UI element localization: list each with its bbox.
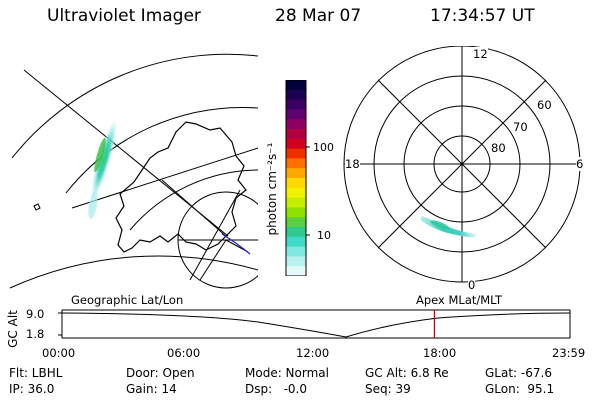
colorbar-cell bbox=[286, 158, 306, 169]
time-tick-2359: 23:59 bbox=[552, 346, 586, 360]
footer-glat: GLat: -67.6 bbox=[485, 366, 552, 380]
mlt-label-0: 0 bbox=[468, 278, 476, 292]
mlt-label-18: 18 bbox=[345, 157, 360, 171]
mlat-label-80: 80 bbox=[491, 141, 506, 155]
altitude-axis-label: GC Alt bbox=[6, 310, 20, 348]
footer-seq: Seq: 39 bbox=[365, 382, 411, 396]
colorbar-cell bbox=[286, 246, 306, 257]
time-tick-1800: 18:00 bbox=[423, 346, 457, 360]
meridian-2 bbox=[71, 147, 258, 209]
footer-dsp: Dsp: -0.0 bbox=[245, 382, 308, 396]
time-tick-1200: 12:00 bbox=[296, 346, 330, 360]
footer-door: Door: Open bbox=[126, 366, 195, 380]
footer-gain: Gain: 14 bbox=[126, 382, 177, 396]
colorbar-cell bbox=[286, 89, 306, 101]
polar-meridian-diag2 bbox=[377, 79, 547, 249]
colorbar bbox=[285, 80, 310, 276]
mlt-label-6: 6 bbox=[576, 157, 584, 171]
time-label: 17:34:57 UT bbox=[430, 6, 535, 26]
colorbar-cell bbox=[286, 178, 306, 189]
lat-arc-inner bbox=[129, 169, 258, 231]
lat-arc-lower bbox=[9, 255, 258, 289]
geographic-caption: Geographic Lat/Lon bbox=[71, 293, 184, 307]
mlat-label-60: 60 bbox=[537, 98, 552, 112]
footer-mode: Mode: Normal bbox=[245, 366, 329, 380]
lat-arc-middle bbox=[65, 106, 258, 194]
footer-ip: IP: 36.0 bbox=[9, 382, 55, 396]
colorbar-tick-10: 10 bbox=[317, 229, 331, 242]
mlt-label-12: 12 bbox=[473, 47, 488, 61]
geographic-map bbox=[9, 53, 258, 289]
lat-arc-outer bbox=[11, 53, 258, 159]
date-label: 28 Mar 07 bbox=[275, 6, 362, 26]
colorbar-cell bbox=[286, 138, 306, 150]
colorbar-cell bbox=[286, 129, 306, 140]
colorbar-tick-100: 100 bbox=[313, 141, 334, 154]
polar-caption: Apex MLat/MLT bbox=[416, 293, 503, 307]
aurora-emission-left bbox=[88, 121, 117, 219]
colorbar-cell bbox=[286, 168, 306, 179]
aurora-emission-right bbox=[420, 216, 476, 238]
time-tick-0000: 00:00 bbox=[42, 346, 76, 360]
meridian-3 bbox=[161, 179, 229, 239]
colorbar-cell bbox=[286, 217, 306, 228]
colorbar-cell bbox=[286, 256, 306, 267]
colorbar-unit-label: photon cm⁻²s⁻¹ bbox=[265, 142, 279, 236]
colorbar-cell bbox=[286, 207, 306, 218]
orbit-trace bbox=[221, 233, 251, 255]
instrument-title: Ultraviolet Imager bbox=[47, 6, 201, 26]
altitude-tick-top: 9.0 bbox=[26, 307, 45, 321]
colorbar-cell bbox=[286, 99, 306, 110]
footer-glon: GLon: 95.1 bbox=[485, 382, 555, 396]
polar-plot bbox=[343, 46, 581, 283]
colorbar-cell bbox=[286, 266, 306, 276]
colorbar-cell bbox=[286, 109, 306, 120]
meridian-4 bbox=[189, 189, 241, 281]
colorbar-cell bbox=[286, 119, 306, 130]
altitude-curve bbox=[61, 312, 571, 338]
footer-flt: Flt: LBHL bbox=[9, 366, 63, 380]
time-tick-0600: 06:00 bbox=[167, 346, 201, 360]
pole-spoke-2 bbox=[199, 239, 227, 281]
mlat-label-70: 70 bbox=[513, 120, 528, 134]
colorbar-cell bbox=[286, 227, 306, 238]
altitude-tick-bottom: 1.8 bbox=[26, 327, 45, 341]
footer-gcalt: GC Alt: 6.8 Re bbox=[365, 366, 449, 380]
altitude-strip-plot bbox=[58, 309, 571, 339]
colorbar-cell bbox=[286, 80, 306, 91]
colorbar-cell bbox=[286, 187, 306, 199]
coastline bbox=[115, 121, 247, 253]
colorbar-cell bbox=[286, 148, 306, 159]
colorbar-cell bbox=[286, 236, 306, 248]
small-island bbox=[33, 203, 41, 211]
colorbar-cell bbox=[286, 197, 306, 208]
